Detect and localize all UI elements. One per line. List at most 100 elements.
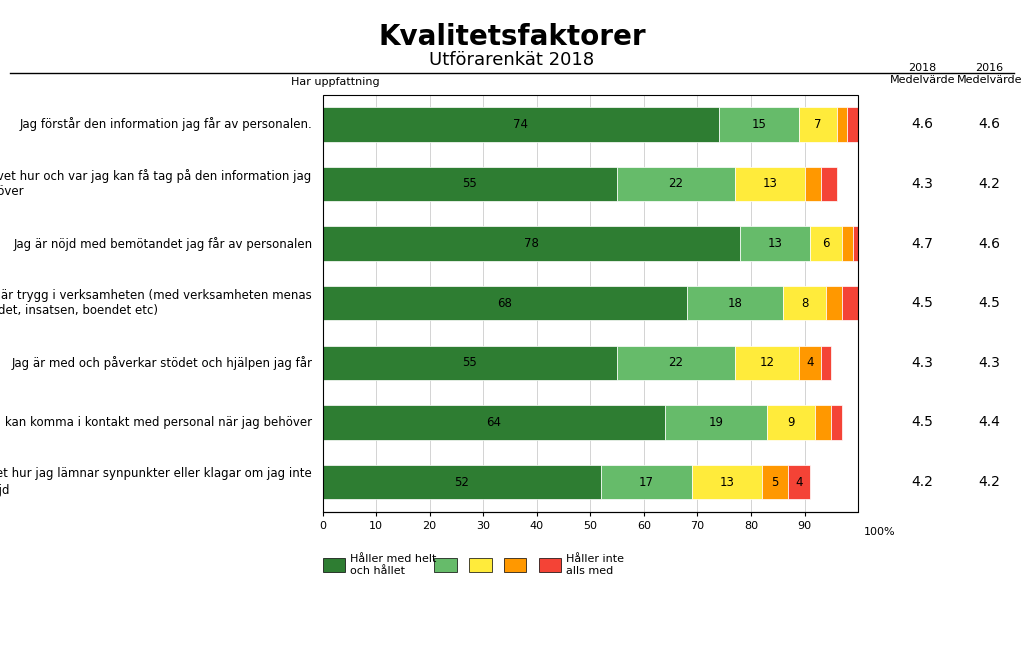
Text: 52: 52 (455, 475, 469, 488)
Bar (617, 167, 735, 201)
Text: 7: 7 (814, 118, 821, 131)
Text: 4.3: 4.3 (911, 177, 934, 191)
Bar (831, 405, 842, 439)
Text: 18: 18 (727, 297, 742, 310)
Text: 4.5: 4.5 (911, 296, 934, 310)
Text: 4.6: 4.6 (978, 117, 1000, 131)
Text: 55: 55 (463, 356, 477, 369)
FancyBboxPatch shape (323, 558, 345, 572)
Bar (799, 107, 837, 141)
Bar (323, 167, 617, 201)
Bar (740, 226, 810, 261)
Bar (323, 107, 719, 141)
Bar (617, 346, 735, 380)
Bar (666, 405, 767, 439)
Text: 96%: 96% (322, 416, 348, 429)
Text: 2018
Medelvärde: 2018 Medelvärde (890, 63, 955, 85)
Text: Jag är med och påverkar stödet och hjälpen jag får: Jag är med och påverkar stödet och hjälp… (11, 356, 312, 370)
Bar (826, 286, 842, 321)
Bar (783, 286, 826, 321)
Text: Jag är trygg i verksamheten (med verksamheten menas
stödet, insatsen, boendet et: Jag är trygg i verksamheten (med verksam… (0, 289, 312, 317)
Text: Utförarenkät 2018: Utförarenkät 2018 (429, 51, 595, 69)
Bar (762, 465, 788, 499)
Bar (837, 107, 848, 141)
Text: 98%: 98% (322, 118, 348, 131)
Text: 68: 68 (498, 297, 512, 310)
Bar (820, 346, 831, 380)
Text: 4.2: 4.2 (911, 475, 934, 489)
FancyBboxPatch shape (469, 558, 492, 572)
Text: 22: 22 (669, 356, 684, 369)
Text: 4.7: 4.7 (911, 237, 934, 250)
FancyBboxPatch shape (434, 558, 457, 572)
Bar (601, 465, 692, 499)
Text: 17: 17 (639, 475, 654, 488)
Text: 78: 78 (524, 237, 539, 250)
Text: 4.3: 4.3 (911, 356, 934, 370)
Bar (323, 226, 740, 261)
Text: 4.2: 4.2 (978, 177, 1000, 191)
Text: Håller med helt
och hållet: Håller med helt och hållet (350, 554, 436, 576)
Text: 4.6: 4.6 (978, 237, 1000, 250)
Text: 100%: 100% (863, 527, 895, 537)
Text: 15: 15 (752, 118, 767, 131)
Text: 4: 4 (806, 356, 814, 369)
Bar (323, 346, 617, 380)
Text: 2016
Medelvärde: 2016 Medelvärde (956, 63, 1022, 85)
Bar (805, 167, 820, 201)
Bar (810, 226, 842, 261)
Text: 13: 13 (768, 237, 782, 250)
Text: 4.6: 4.6 (911, 117, 934, 131)
Bar (842, 286, 858, 321)
Bar (735, 167, 805, 201)
Text: Jag kan komma i kontakt med personal när jag behöver: Jag kan komma i kontakt med personal när… (0, 416, 312, 429)
Text: 74: 74 (513, 118, 528, 131)
Text: 12: 12 (760, 356, 774, 369)
Text: 4.4: 4.4 (978, 415, 1000, 430)
Text: 55: 55 (463, 177, 477, 190)
Text: 13: 13 (762, 177, 777, 190)
Text: Jag är nöjd med bemötandet jag får av personalen: Jag är nöjd med bemötandet jag får av pe… (13, 237, 312, 250)
FancyBboxPatch shape (504, 558, 526, 572)
Text: 9: 9 (787, 416, 795, 429)
Text: Jag vet hur jag lämnar synpunkter eller klagar om jag inte
år nöjd: Jag vet hur jag lämnar synpunkter eller … (0, 467, 312, 497)
Bar (719, 107, 799, 141)
Bar (788, 465, 810, 499)
Text: 4.5: 4.5 (911, 415, 934, 430)
Text: 8: 8 (801, 297, 808, 310)
Bar (735, 346, 799, 380)
Text: 4.5: 4.5 (978, 296, 1000, 310)
Text: 5: 5 (771, 475, 779, 488)
Bar (815, 405, 831, 439)
Text: 96%: 96% (322, 177, 348, 190)
Bar (767, 405, 815, 439)
Bar (323, 405, 666, 439)
Bar (799, 346, 820, 380)
Bar (820, 167, 837, 201)
Text: 19: 19 (709, 416, 724, 429)
Text: 64: 64 (486, 416, 502, 429)
Bar (687, 286, 783, 321)
Text: 6: 6 (822, 237, 829, 250)
Text: 99%: 99% (322, 237, 348, 250)
Text: 13: 13 (720, 475, 734, 488)
Text: 22: 22 (669, 177, 684, 190)
Bar (848, 107, 858, 141)
Text: Jag vet hur och var jag kan få tag på den information jag
behöver: Jag vet hur och var jag kan få tag på de… (0, 170, 312, 198)
Text: Håller inte
alls med: Håller inte alls med (566, 554, 625, 576)
Text: 4.3: 4.3 (978, 356, 1000, 370)
Text: 4: 4 (796, 475, 803, 488)
Text: Har uppfattning: Har uppfattning (291, 77, 379, 87)
Bar (842, 226, 853, 261)
Bar (323, 286, 687, 321)
Text: 98%: 98% (322, 297, 348, 310)
FancyBboxPatch shape (539, 558, 561, 572)
Text: 92%: 92% (322, 475, 348, 488)
Bar (853, 226, 858, 261)
Text: Kvalitetsfaktorer: Kvalitetsfaktorer (378, 23, 646, 51)
Text: Jag förstår den information jag får av personalen.: Jag förstår den information jag får av p… (19, 117, 312, 131)
Bar (692, 465, 762, 499)
Bar (323, 465, 601, 499)
Text: 4.2: 4.2 (978, 475, 1000, 489)
Text: 95%: 95% (322, 356, 348, 369)
